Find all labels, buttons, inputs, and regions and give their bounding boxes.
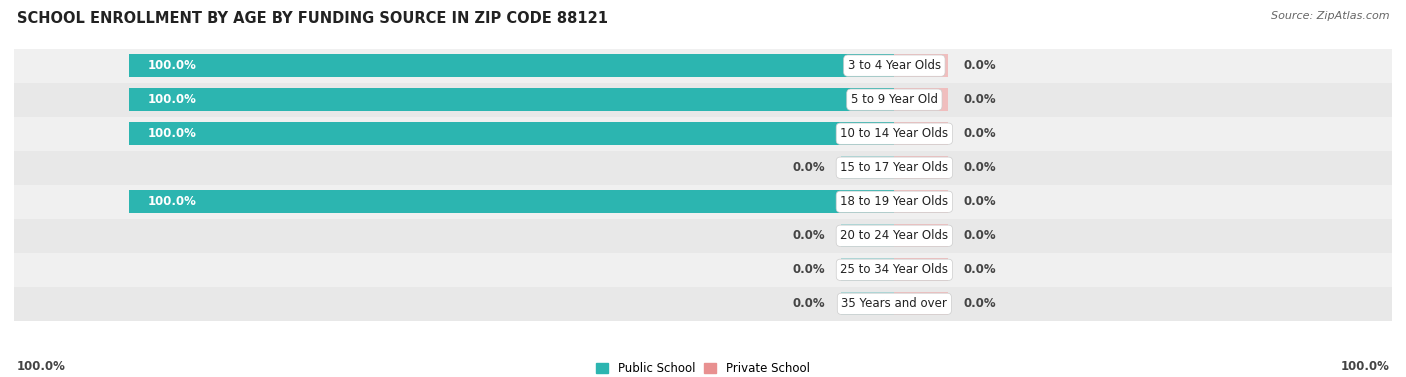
Text: 0.0%: 0.0%: [963, 161, 995, 174]
Bar: [129, 88, 894, 111]
Text: 100.0%: 100.0%: [148, 195, 197, 208]
Text: 5 to 9 Year Old: 5 to 9 Year Old: [851, 93, 938, 106]
Text: 0.0%: 0.0%: [963, 297, 995, 310]
Text: 35 Years and over: 35 Years and over: [841, 297, 948, 310]
Bar: [129, 122, 894, 145]
Bar: [894, 258, 948, 281]
Bar: [14, 185, 1392, 219]
Bar: [894, 88, 948, 111]
Bar: [894, 292, 948, 316]
Text: 0.0%: 0.0%: [963, 127, 995, 140]
Text: 0.0%: 0.0%: [963, 263, 995, 276]
Bar: [14, 49, 1392, 83]
Text: 20 to 24 Year Olds: 20 to 24 Year Olds: [841, 229, 949, 242]
Text: 18 to 19 Year Olds: 18 to 19 Year Olds: [841, 195, 949, 208]
Bar: [14, 219, 1392, 253]
Text: 15 to 17 Year Olds: 15 to 17 Year Olds: [841, 161, 949, 174]
Bar: [14, 253, 1392, 287]
Bar: [841, 292, 894, 316]
Bar: [841, 156, 894, 179]
Text: 0.0%: 0.0%: [963, 229, 995, 242]
Text: 3 to 4 Year Olds: 3 to 4 Year Olds: [848, 59, 941, 72]
Text: 0.0%: 0.0%: [793, 161, 825, 174]
Bar: [894, 122, 948, 145]
Bar: [894, 224, 948, 247]
Bar: [841, 224, 894, 247]
Text: 100.0%: 100.0%: [17, 360, 66, 373]
Bar: [894, 156, 948, 179]
Text: 0.0%: 0.0%: [793, 229, 825, 242]
Bar: [129, 54, 894, 77]
Bar: [14, 151, 1392, 185]
Legend: Public School, Private School: Public School, Private School: [592, 357, 814, 377]
Text: 0.0%: 0.0%: [963, 195, 995, 208]
Text: 0.0%: 0.0%: [793, 297, 825, 310]
Bar: [841, 258, 894, 281]
Text: Source: ZipAtlas.com: Source: ZipAtlas.com: [1271, 11, 1389, 21]
Text: 0.0%: 0.0%: [963, 59, 995, 72]
Text: 0.0%: 0.0%: [963, 93, 995, 106]
Text: 25 to 34 Year Olds: 25 to 34 Year Olds: [841, 263, 949, 276]
Text: SCHOOL ENROLLMENT BY AGE BY FUNDING SOURCE IN ZIP CODE 88121: SCHOOL ENROLLMENT BY AGE BY FUNDING SOUR…: [17, 11, 607, 26]
Text: 0.0%: 0.0%: [793, 263, 825, 276]
Bar: [14, 287, 1392, 321]
Text: 100.0%: 100.0%: [148, 93, 197, 106]
Bar: [894, 190, 948, 213]
Bar: [14, 117, 1392, 151]
Bar: [894, 54, 948, 77]
Bar: [129, 190, 894, 213]
Text: 10 to 14 Year Olds: 10 to 14 Year Olds: [841, 127, 949, 140]
Text: 100.0%: 100.0%: [148, 59, 197, 72]
Text: 100.0%: 100.0%: [148, 127, 197, 140]
Text: 100.0%: 100.0%: [1340, 360, 1389, 373]
Bar: [14, 83, 1392, 117]
